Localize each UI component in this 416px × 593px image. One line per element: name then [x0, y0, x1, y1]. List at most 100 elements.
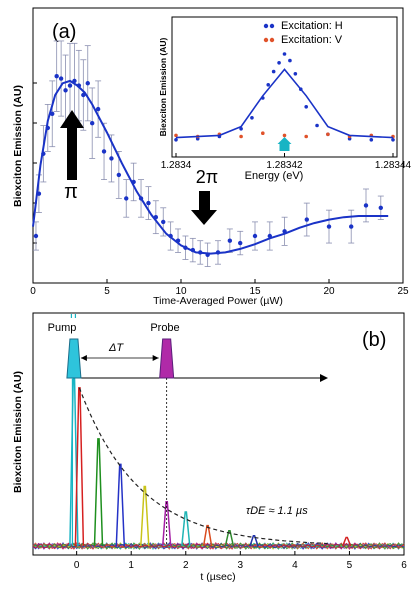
data-point	[138, 196, 144, 201]
pump-probe-schematic	[66, 314, 328, 546]
data-point	[304, 217, 309, 222]
panel-b-ylabel: Biexciton Emission (AU)	[12, 371, 24, 493]
annotation-pi: π	[64, 181, 78, 203]
data-point	[67, 83, 73, 88]
inset-data-point	[239, 127, 243, 131]
data-point	[363, 203, 369, 208]
data-point	[116, 172, 122, 178]
probe-label: Probe	[150, 322, 179, 334]
data-point	[54, 74, 59, 79]
data-point	[124, 196, 129, 201]
inset-xtick-label: 1.28344	[375, 160, 412, 171]
inset-data-point	[304, 134, 309, 139]
inset-fit-curve	[175, 68, 394, 139]
decay-time-label: τDE ≈ 1.1 µs	[246, 505, 308, 517]
data-point	[282, 229, 287, 234]
data-point	[190, 247, 196, 253]
emission-peak	[115, 463, 126, 547]
panel-a-xlabel: Time-Averaged Power (µW)	[153, 295, 283, 307]
panel-b-xticks: 0 1 2 3 4 5 6	[74, 551, 407, 571]
inset-data-point	[266, 83, 271, 87]
emission-peak	[93, 438, 104, 547]
data-point	[205, 252, 210, 257]
panel-b-plot-area	[32, 312, 405, 556]
inset-xticks: 1.2834 1.28342 1.28344	[161, 153, 412, 171]
data-point	[76, 83, 82, 88]
data-point	[175, 238, 181, 243]
data-point	[36, 191, 42, 196]
panel-b-xlabel: t (µsec)	[200, 571, 235, 583]
panel-b-xtick-label: 6	[401, 560, 407, 571]
pump-pulse-icon	[66, 338, 82, 379]
two-pi-arrow-icon	[191, 191, 217, 225]
pi-arrow-icon	[60, 110, 84, 180]
panel-a-label: (a)	[52, 21, 76, 43]
data-point	[45, 125, 50, 131]
energy-marker-icon	[277, 137, 292, 151]
data-point	[109, 156, 114, 161]
panel-b-xtick-label: 3	[238, 560, 244, 571]
legend-label: Excitation: H	[281, 20, 343, 32]
data-point	[50, 111, 55, 117]
panel-a-points	[33, 74, 383, 257]
emission-peak	[161, 501, 172, 547]
emission-peak	[224, 529, 235, 547]
data-point	[85, 81, 90, 86]
inset: Biexciton Emission (AU) Energy (eV) 1.28…	[158, 16, 412, 182]
panel-a-xtick-label: 25	[397, 286, 409, 297]
inset-data-point	[304, 105, 309, 109]
panel-a-ylabel: Biexciton Emission (AU)	[12, 85, 24, 207]
data-point	[41, 151, 46, 156]
inset-data-point	[277, 61, 281, 65]
panel-a-fit	[32, 79, 389, 255]
inset-data-point	[174, 138, 178, 142]
data-point	[161, 219, 166, 225]
data-point	[326, 224, 332, 229]
delay-label: ΔT	[108, 342, 124, 354]
panel-a-xtick-label: 5	[104, 286, 110, 297]
inset-data-point	[250, 116, 254, 120]
inset-series	[174, 52, 395, 142]
panel-b: (b) Biexciton Emission (AU) t (µsec) 0 1 2…	[12, 312, 407, 583]
probe-pulse-icon	[159, 338, 175, 379]
emission-peak	[140, 485, 150, 547]
data-point	[378, 205, 383, 210]
time-axis-arrowhead-icon	[320, 374, 328, 382]
data-point	[215, 250, 221, 255]
inset-data-point	[293, 72, 298, 76]
panel-a-xtick-label: 15	[249, 286, 261, 297]
inset-xtick-label: 1.2834	[161, 160, 192, 171]
panel-a-error-bars	[32, 40, 384, 267]
panel-b-xtick-label: 0	[74, 560, 80, 571]
emission-peak	[342, 536, 352, 547]
legend-marker	[269, 37, 275, 43]
panel-a: (a) Biexciton Emission (AU) Time-Average…	[12, 7, 412, 307]
delay-arrowhead-left-icon	[80, 355, 87, 361]
data-point	[33, 233, 39, 239]
data-point	[58, 76, 64, 81]
inset-data-point	[271, 69, 276, 74]
data-point	[95, 106, 101, 112]
panel-a-xtick-label: 20	[323, 286, 335, 297]
inset-ylabel: Biexciton Emission (AU)	[158, 37, 168, 136]
inset-legend: Excitation: H Excitation: V	[263, 20, 343, 46]
emission-peak	[74, 387, 85, 547]
panel-b-xtick-label: 2	[183, 560, 189, 571]
inset-data-point	[282, 133, 287, 138]
legend-marker	[263, 23, 269, 29]
inset-data-point	[174, 133, 178, 138]
data-point	[168, 233, 173, 239]
panel-b-xtick-label: 5	[347, 560, 353, 571]
panel-b-label: (b)	[362, 329, 386, 351]
panel-a-xtick-label: 0	[30, 286, 36, 297]
inset-data-point	[391, 138, 395, 142]
data-point	[63, 88, 68, 93]
panel-b-peaks	[69, 375, 352, 547]
fit-curve	[32, 79, 389, 255]
baseline-trace	[32, 542, 405, 550]
panel-a-xtick-label: 10	[175, 286, 187, 297]
data-point	[146, 200, 151, 206]
annotation-2pi: 2π	[196, 167, 218, 187]
inset-xtick-label: 1.28342	[266, 160, 303, 171]
inset-data-point	[261, 131, 265, 135]
